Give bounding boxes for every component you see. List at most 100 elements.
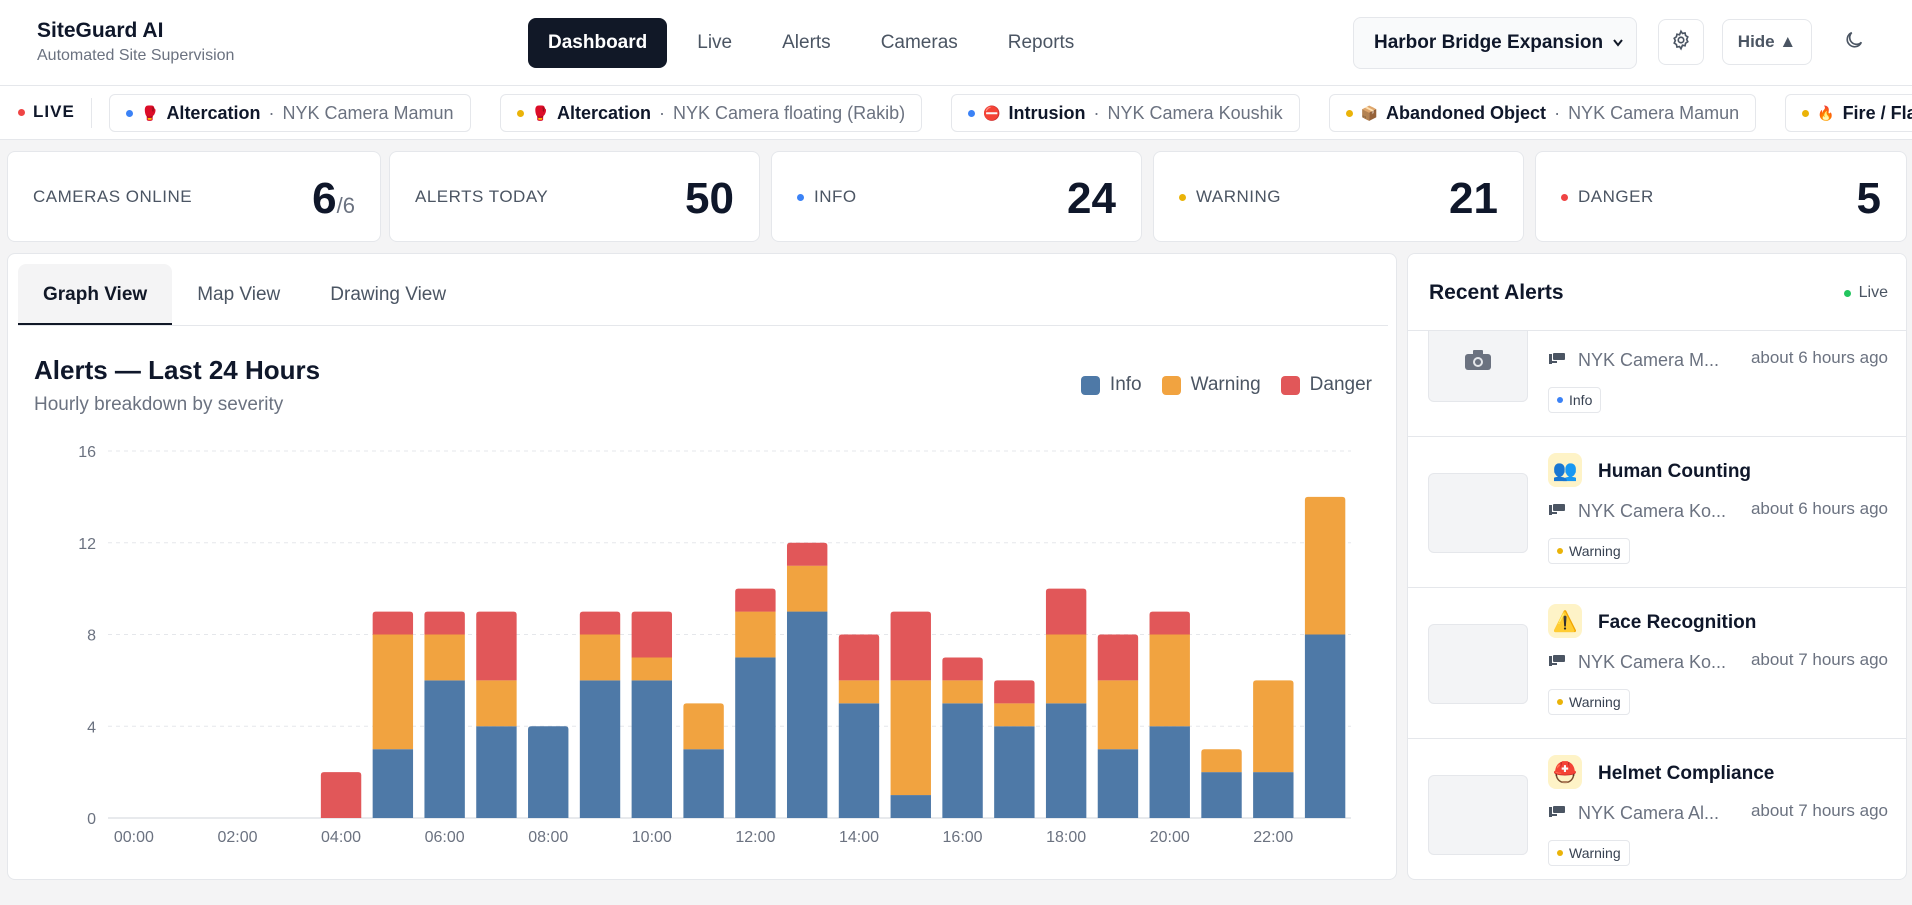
alert-camera: NYK Camera Ko... <box>1548 501 1726 522</box>
bar-segment-warning <box>838 680 880 704</box>
legend-label: Danger <box>1309 374 1372 395</box>
x-tick-label: 22:00 <box>1253 829 1293 846</box>
legend-item-danger: Danger <box>1280 374 1372 396</box>
alert-camera: NYK Camera Al... <box>1548 803 1719 824</box>
alert-list-item[interactable]: ⛑️ Helmet Compliance NYK Camera Al... about… <box>1408 739 1906 879</box>
legend-label: Warning <box>1190 374 1261 395</box>
bar-segment-info <box>1253 772 1294 818</box>
tab-drawing-view[interactable]: Drawing View <box>330 284 447 305</box>
cctv-icon <box>1548 501 1566 522</box>
alert-list-item[interactable]: ⚠️ Face Recognition NYK Camera Ko... about … <box>1408 588 1906 739</box>
ticker-item[interactable]: ⛔ Intrusion · NYK Camera Koushik <box>951 94 1300 132</box>
bar-segment-info <box>1149 726 1190 818</box>
bar-segment-warning <box>1304 496 1346 635</box>
alert-thumbnail[interactable] <box>1428 775 1528 855</box>
stat-label-text: DANGER <box>1578 187 1654 206</box>
stat-value: 50 <box>685 174 734 223</box>
stat-info: INFO 24 <box>771 151 1142 242</box>
bar-segment-danger <box>1097 634 1139 681</box>
live-dot <box>1843 289 1851 297</box>
nav-reports[interactable]: Reports <box>1007 32 1075 53</box>
alert-time: about 6 hours ago <box>1750 499 1888 518</box>
bar-segment-danger <box>476 611 517 681</box>
severity-label: Warning <box>1569 543 1621 559</box>
bar-segment-warning <box>1097 680 1139 750</box>
bar-segment-warning <box>890 680 931 796</box>
ticker-camera: NYK Camera Koushik <box>1107 102 1283 123</box>
nav-alerts[interactable]: Alerts <box>782 32 831 53</box>
bar-segment-warning <box>1253 680 1294 773</box>
alert-list-item[interactable]: NYK Camera M... about 6 hours ago Info <box>1408 286 1906 437</box>
legend-swatch <box>1161 375 1181 395</box>
severity-dot <box>126 109 133 117</box>
recent-alerts-list[interactable]: NYK Camera M... about 6 hours ago Info 👥 Hum… <box>1408 322 1906 879</box>
chart-legend: Info Warning Danger <box>1080 374 1372 396</box>
x-tick-label: 08:00 <box>528 829 568 846</box>
bar-segment-warning <box>1149 634 1190 727</box>
bar-segment-warning <box>631 657 673 681</box>
ticker-item[interactable]: 🥊 Altercation · NYK Camera Mamun <box>109 94 471 132</box>
x-tick-label: 00:00 <box>114 829 154 846</box>
alert-camera-name: NYK Camera Ko... <box>1578 501 1727 521</box>
alert-thumbnail[interactable] <box>1428 322 1528 402</box>
ticker-item[interactable]: 🥊 Altercation · NYK Camera floating (Rakib) <box>499 94 923 132</box>
event-icon: 🔥 <box>1817 104 1835 121</box>
ticker-separator: · <box>1093 102 1100 123</box>
x-tick-label: 18:00 <box>1046 829 1086 846</box>
bar-segment-info <box>1045 703 1087 818</box>
stat-label: WARNING <box>1179 187 1281 207</box>
ticker-event: Abandoned Object <box>1386 102 1547 123</box>
bar-segment-info <box>424 680 465 818</box>
bar-segment-danger <box>890 611 931 681</box>
legend-item-info: Info <box>1080 374 1142 396</box>
alert-thumbnail[interactable] <box>1428 473 1528 553</box>
bar-segment-danger <box>994 680 1035 704</box>
alert-camera: NYK Camera M... <box>1548 350 1719 371</box>
nav-live[interactable]: Live <box>697 32 733 53</box>
stat-label: DANGER <box>1561 187 1654 207</box>
x-tick-label: 20:00 <box>1150 829 1190 846</box>
project-select-value: Harbor Bridge Expansion <box>1374 32 1604 53</box>
legend-swatch <box>1280 375 1300 395</box>
ticker-item[interactable]: 📦 Abandoned Object · NYK Camera Mamun <box>1328 94 1757 132</box>
project-select[interactable]: Harbor Bridge Expansion <box>1353 17 1637 69</box>
nav-cameras[interactable]: Cameras <box>880 32 958 53</box>
x-tick-label: 12:00 <box>735 829 775 846</box>
legend-item-warning: Warning <box>1161 374 1261 396</box>
nav-dashboard[interactable]: Dashboard <box>528 18 668 68</box>
bar-segment-info <box>579 680 621 818</box>
stat-label-text: WARNING <box>1196 187 1282 206</box>
x-tick-label: 14:00 <box>839 829 879 846</box>
bar-segment-info <box>683 749 724 818</box>
app-title: SiteGuard AI <box>37 19 164 42</box>
bar-segment-danger <box>1045 588 1087 635</box>
alert-list-item[interactable]: 👥 Human Counting NYK Camera Ko... about 6 h… <box>1408 437 1906 588</box>
cctv-icon <box>1548 652 1566 673</box>
danger-dot <box>1561 193 1568 201</box>
severity-dot <box>1802 109 1810 117</box>
bar-segment-warning <box>579 634 621 681</box>
bar-segment-warning <box>1201 749 1242 773</box>
live-label: LIVE <box>18 102 75 122</box>
ticker-separator: · <box>1554 102 1561 123</box>
camera-icon <box>1463 348 1493 377</box>
hide-button[interactable]: Hide ▲ <box>1722 19 1812 65</box>
tab-map-view[interactable]: Map View <box>197 284 281 305</box>
alert-thumbnail[interactable] <box>1428 624 1528 704</box>
theme-toggle-button[interactable] <box>1830 19 1878 65</box>
severity-dot <box>1557 699 1563 705</box>
bar-segment-danger <box>320 772 362 818</box>
x-tick-label: 16:00 <box>943 829 983 846</box>
stat-label: ALERTS TODAY <box>415 187 549 206</box>
tab-graph-view[interactable]: Graph View <box>18 264 173 325</box>
cameras-total: /6 <box>336 193 355 218</box>
settings-button[interactable] <box>1658 19 1704 65</box>
bar-segment-warning <box>476 680 517 727</box>
severity-label: Info <box>1569 392 1593 408</box>
alert-camera-name: NYK Camera M... <box>1578 350 1720 370</box>
x-tick-label: 04:00 <box>321 829 361 846</box>
ticker-item[interactable]: 🔥Fire / Flame·NYK Camera Mamun <box>1785 94 1912 132</box>
bar-segment-info <box>994 726 1035 818</box>
live-ticker: LIVE 🥊 Altercation · NYK Camera Mamun 🥊 Alter… <box>0 86 1912 140</box>
bar-segment-info <box>735 657 776 818</box>
